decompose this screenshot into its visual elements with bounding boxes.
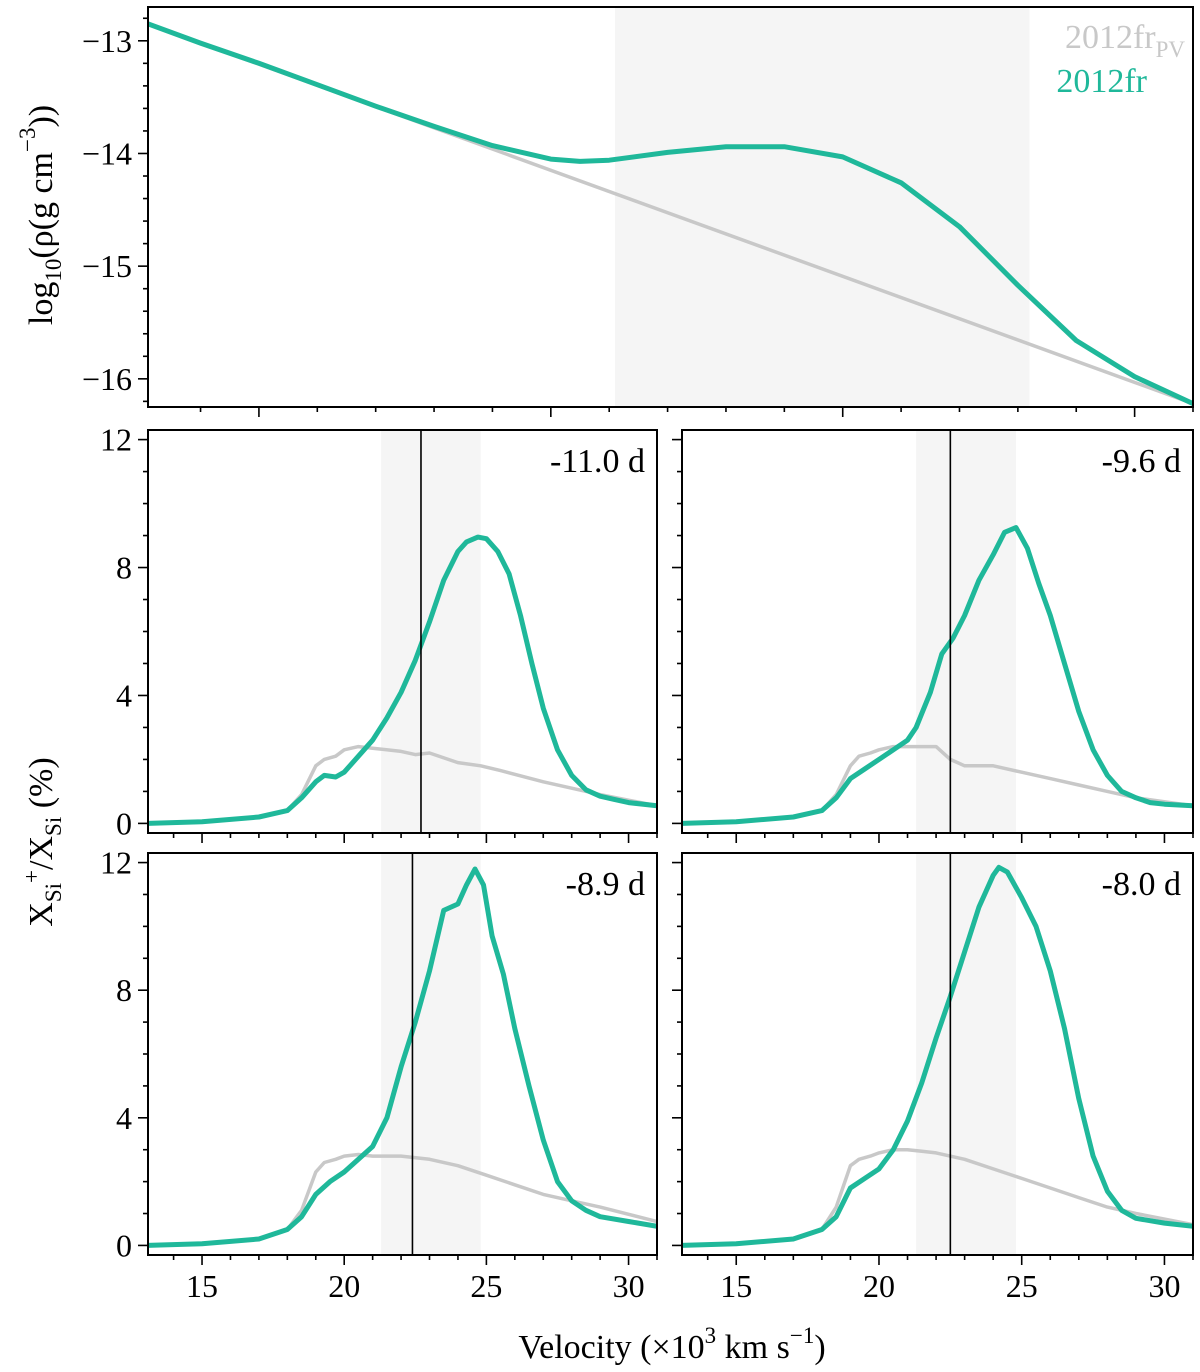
series-line-2012fr [682, 864, 1193, 1248]
y-tick-label: −13 [82, 23, 132, 59]
epoch-label: -9.6 d [1102, 443, 1181, 480]
series-line-2012fr [148, 866, 657, 1248]
fraction-y-axis-label: XSi+/XSi (%) [19, 757, 66, 926]
panel-epoch-8-0d: 15 20 25 30 -8.0 d [672, 852, 1194, 1304]
series-line-2012fr [682, 525, 1193, 826]
panel-epoch-11-0d: 0 4 8 12 -11.0 d [100, 422, 658, 843]
epoch-label: -11.0 d [550, 443, 645, 480]
x-tick-label: 25 [1006, 1268, 1038, 1304]
x-tick-label: 20 [328, 1268, 360, 1304]
x-tick-label: 20 [863, 1268, 895, 1304]
density-panel: −13 −14 −15 −16 [82, 6, 1194, 417]
y-tick-label: 0 [116, 805, 132, 841]
panel-epoch-9-6d: -9.6 d [672, 429, 1194, 843]
panel-epoch-8-9d: 0 4 8 12 15 20 25 30 -8.9 d [100, 845, 658, 1304]
legend: 2012frPV 2012fr [1056, 19, 1185, 100]
y-tick-label: −14 [82, 135, 132, 171]
x-tick-label: 30 [1148, 1268, 1180, 1304]
series-line-2012fr [148, 534, 657, 826]
epoch-label: -8.0 d [1102, 866, 1181, 903]
velocity-x-axis-label: Velocity (×103 km s−1) [518, 1323, 825, 1366]
y-tick-label: −16 [82, 361, 132, 397]
y-tick-label: 8 [116, 972, 132, 1008]
y-tick-label: 12 [100, 422, 132, 458]
y-tick-label: 12 [100, 845, 132, 881]
y-tick-label: 4 [116, 1100, 132, 1136]
density-y-axis-label: log10(ρ(g cm−3)) [15, 105, 66, 325]
shaded-region [381, 853, 481, 1255]
x-tick-label: 15 [720, 1268, 752, 1304]
legend-entry-2012fr-pv: 2012frPV [1065, 19, 1185, 62]
shaded-region [381, 430, 481, 833]
axes-frame [147, 6, 1194, 408]
y-tick-label: 8 [116, 550, 132, 586]
legend-entry-2012fr: 2012fr [1056, 63, 1147, 100]
shaded-region [615, 7, 1030, 407]
x-tick-label: 15 [186, 1268, 218, 1304]
epoch-label: -8.9 d [566, 866, 645, 903]
y-tick-label: −15 [82, 248, 132, 284]
y-tick-label: 4 [116, 677, 132, 713]
y-tick-label: 0 [116, 1227, 132, 1263]
x-tick-label: 25 [470, 1268, 502, 1304]
series-line-2012fr [148, 21, 1193, 407]
x-tick-label: 30 [613, 1268, 645, 1304]
shaded-region [916, 430, 1017, 833]
